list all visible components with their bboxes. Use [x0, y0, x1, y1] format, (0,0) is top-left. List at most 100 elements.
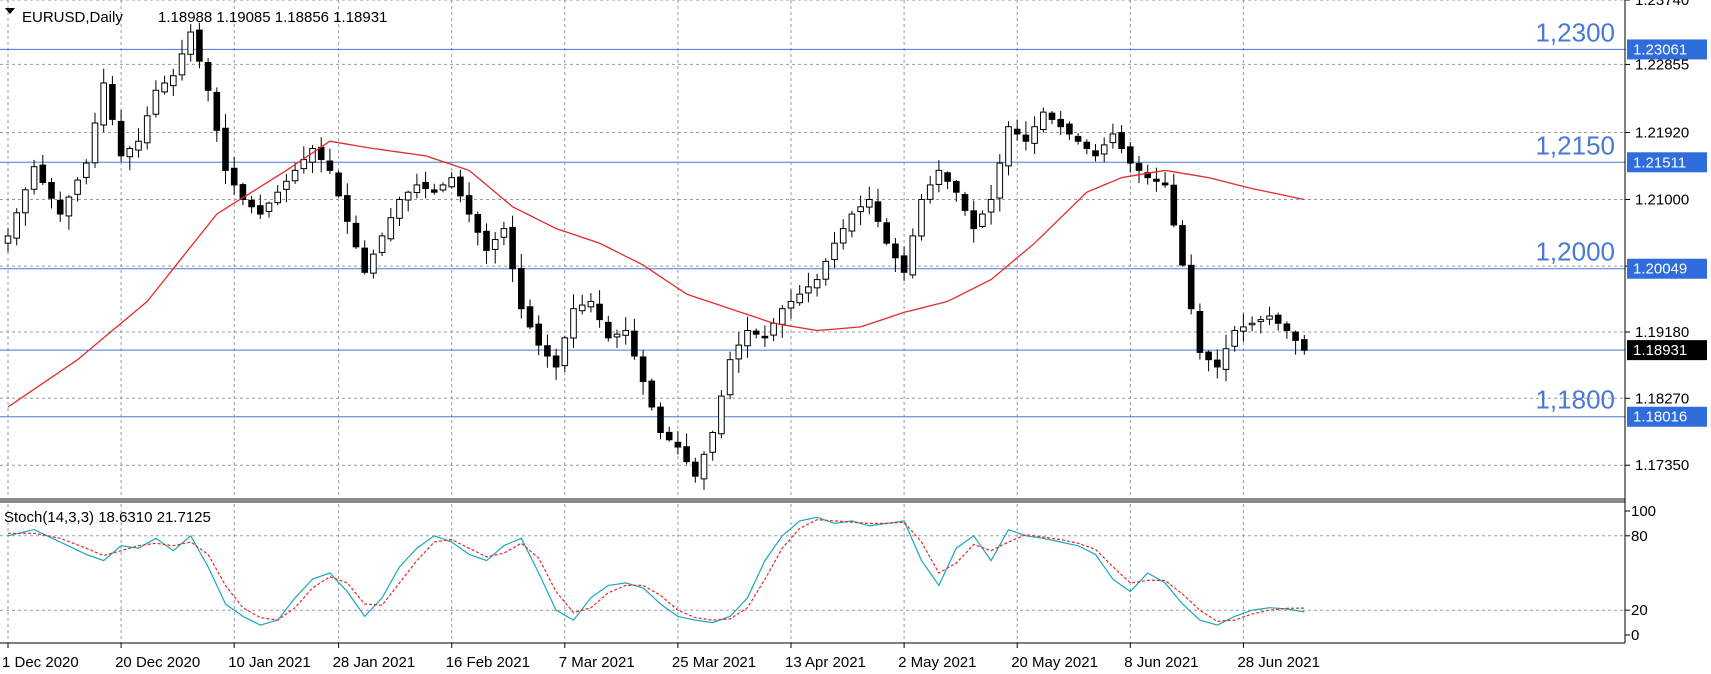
price-tick-label: 1.21920: [1635, 125, 1689, 142]
candle-body: [196, 29, 203, 62]
candle: [979, 210, 986, 228]
current-price-tag: [1627, 340, 1707, 361]
candle-body: [1301, 339, 1308, 351]
candle-body: [1153, 178, 1160, 182]
candle-body: [1066, 123, 1073, 135]
candle-body: [100, 82, 108, 126]
candle: [648, 378, 656, 411]
candle-body: [91, 122, 99, 164]
candle-body: [744, 330, 751, 347]
candle: [109, 75, 116, 126]
candle-body: [526, 306, 534, 328]
candle-body: [370, 253, 377, 274]
candle-body: [413, 184, 421, 193]
candle-body: [1013, 128, 1021, 135]
candle-body: [605, 321, 612, 339]
candle: [152, 80, 160, 118]
candle: [500, 221, 508, 246]
candle: [944, 171, 951, 190]
candle-body: [996, 162, 1004, 199]
candle: [30, 159, 38, 195]
candle-body: [866, 198, 873, 208]
candle: [874, 188, 882, 228]
candle-body: [448, 177, 455, 188]
candle-body: [431, 189, 438, 193]
candle: [578, 294, 586, 315]
candle-body: [1135, 162, 1143, 171]
candle: [509, 215, 516, 283]
candle: [1057, 110, 1065, 136]
candle-body: [248, 199, 255, 208]
candle: [230, 157, 238, 195]
candle-body: [657, 406, 664, 433]
candle-body: [109, 84, 116, 120]
candle: [665, 426, 673, 442]
candle: [570, 294, 577, 349]
time-axis: 1 Dec 2020 20 Dec 2020 10 Jan 2021 28 Jan 2…: [2, 643, 1320, 671]
candle: [1135, 155, 1143, 184]
moving-average-line: [7, 140, 1305, 408]
level-price-tag-text: 1.21511: [1633, 154, 1686, 171]
candle-body: [839, 228, 847, 244]
candle: [56, 191, 64, 222]
candle: [831, 231, 838, 268]
level-price-tag-text: 1.20049: [1633, 261, 1687, 278]
candle-body: [831, 242, 838, 260]
candle: [561, 335, 569, 372]
candle-body: [552, 355, 560, 368]
level-price-tag-text: 1.18016: [1633, 409, 1687, 426]
candle-body: [874, 201, 882, 222]
candle: [735, 332, 743, 373]
candle-body: [970, 210, 978, 230]
candle-body: [561, 337, 569, 367]
candle-body: [152, 89, 160, 115]
candle-body: [457, 176, 464, 197]
chart-header: EURUSD,Daily 1.18988 1.19085 1.18856 1.1…: [5, 8, 387, 26]
candle-body: [683, 446, 690, 463]
date-label: 10 Jan 2021: [228, 654, 311, 671]
pane-separator[interactable]: [0, 498, 1625, 503]
candle: [222, 114, 229, 184]
candle: [291, 162, 299, 184]
candle: [170, 68, 177, 97]
candle: [326, 148, 334, 175]
candle: [605, 315, 612, 342]
candle: [143, 106, 151, 150]
date-label: 20 May 2021: [1011, 654, 1098, 671]
candle: [631, 318, 638, 360]
candle-body: [74, 179, 81, 195]
candle-body: [631, 330, 638, 357]
candle-body: [291, 169, 299, 182]
candle: [657, 402, 664, 440]
candle: [196, 22, 203, 69]
stochastic-d-line: [8, 519, 1305, 623]
candle: [622, 317, 630, 345]
candle: [22, 187, 29, 226]
candle: [1022, 121, 1030, 151]
candle: [344, 183, 351, 234]
candle-body: [1283, 323, 1291, 332]
candle-body: [883, 222, 891, 244]
candle: [805, 272, 812, 303]
level-price-tag: [1627, 406, 1707, 427]
candle-body: [1048, 112, 1056, 120]
candle: [909, 228, 917, 279]
candle: [48, 177, 55, 209]
stoch-tick-label: 100: [1631, 503, 1656, 520]
symbol-dropdown-icon[interactable]: [5, 8, 15, 14]
candle-body: [1266, 315, 1273, 320]
candle-body: [1196, 310, 1204, 353]
price-tick-label: 1.17350: [1635, 457, 1689, 474]
candle-body: [770, 322, 777, 336]
candle: [987, 184, 995, 225]
candle-body: [161, 82, 168, 93]
candle-body: [326, 160, 334, 171]
candle: [1118, 125, 1125, 154]
date-label: 28 Jan 2021: [333, 654, 416, 671]
candle-body: [1040, 111, 1047, 131]
level-tags: 1.23061 1.21511 1.20049 1.18016 1.18931: [1627, 39, 1707, 427]
candle-body: [126, 148, 134, 158]
stoch-tick-label: 80: [1631, 528, 1648, 545]
candle: [926, 176, 934, 204]
